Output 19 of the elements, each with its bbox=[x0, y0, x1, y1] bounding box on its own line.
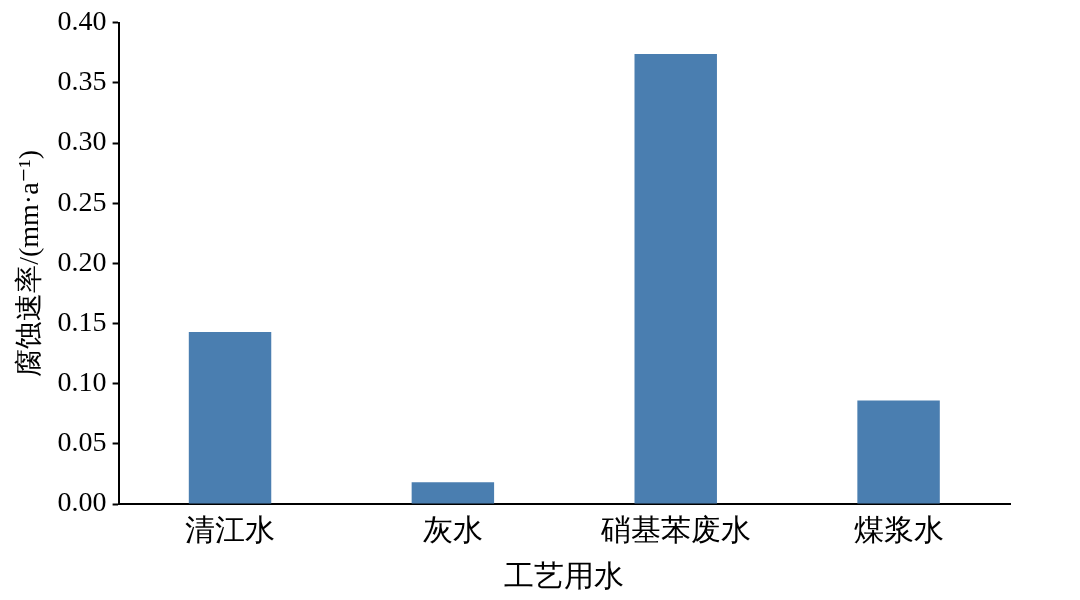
y-tick-label: 0.40 bbox=[57, 5, 107, 37]
y-tick-label: 0.35 bbox=[57, 65, 107, 97]
x-axis-title: 工艺用水 bbox=[504, 558, 625, 592]
x-tick-label: 清江水 bbox=[185, 512, 276, 546]
bar bbox=[634, 54, 717, 504]
y-tick-label: 0.25 bbox=[57, 185, 107, 217]
y-tick-label: 0.15 bbox=[57, 305, 107, 337]
y-tick-label: 0.20 bbox=[57, 245, 107, 277]
x-tick-label: 硝基苯废水 bbox=[599, 512, 751, 546]
x-tick-label: 煤浆水 bbox=[853, 512, 944, 546]
y-tick-label: 0.10 bbox=[57, 366, 107, 398]
y-tick-label: 0.00 bbox=[57, 486, 107, 518]
bar bbox=[188, 331, 272, 504]
y-tick-label: 0.05 bbox=[57, 426, 107, 458]
y-axis-title: 腐蚀速率/(mm·a⁻¹) bbox=[13, 149, 45, 377]
bar bbox=[857, 400, 940, 504]
bar bbox=[411, 482, 495, 504]
y-tick-label: 0.30 bbox=[57, 125, 107, 157]
x-tick-label: 灰水 bbox=[422, 512, 483, 546]
